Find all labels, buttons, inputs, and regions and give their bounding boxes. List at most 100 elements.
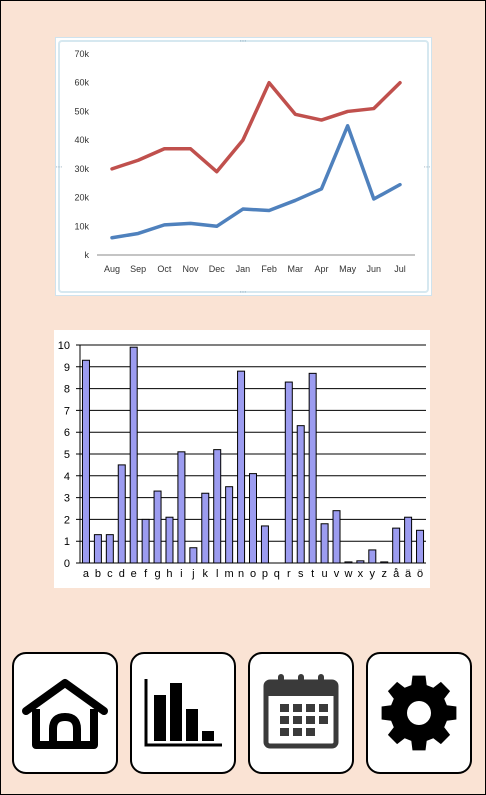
y-tick-label: 2	[64, 514, 70, 526]
y-tick-label: 3	[64, 493, 70, 505]
bar	[201, 492, 210, 564]
x-tick-label: Aug	[104, 264, 120, 274]
series-line-2	[110, 124, 402, 240]
home-icon	[22, 679, 108, 749]
bar	[237, 370, 246, 564]
x-tick-label: m	[225, 568, 234, 580]
x-tick-label: n	[238, 568, 244, 580]
chart-resize-handles: ∙∙∙ ∙∙∙ ∙∙∙ ∙∙∙	[56, 36, 431, 296]
resize-handle: ∙∙∙	[240, 287, 247, 295]
x-tick-label: o	[250, 568, 256, 580]
y-tick-label: 10	[58, 340, 70, 352]
x-tick-label: u	[322, 568, 328, 580]
x-tick-label: Apr	[314, 264, 328, 274]
y-tick-label: 0	[64, 558, 70, 570]
home-button[interactable]	[12, 652, 118, 774]
x-tick-label: Jul	[394, 264, 406, 274]
bar	[416, 529, 425, 564]
bar	[93, 534, 102, 564]
y-tick-label: 4	[64, 471, 70, 483]
bar	[213, 449, 222, 564]
settings-gear-icon	[381, 675, 457, 751]
y-tick-label: 20k	[74, 193, 89, 203]
y-tick-label: 70k	[74, 49, 89, 59]
bar	[81, 359, 90, 564]
y-tick-label: 40k	[74, 135, 89, 145]
x-tick-label: s	[298, 568, 304, 580]
statistics-button[interactable]	[130, 652, 236, 774]
x-tick-label: e	[131, 568, 137, 580]
x-tick-label: Sep	[130, 264, 146, 274]
y-tick-label: 5	[64, 449, 70, 461]
chart-selection-frame	[58, 40, 429, 293]
bar	[260, 525, 269, 564]
x-tick-label: Jun	[367, 264, 382, 274]
y-tick-label: 10k	[74, 221, 89, 231]
bar	[225, 486, 234, 564]
bar	[320, 523, 329, 564]
y-tick-label: 60k	[74, 78, 89, 88]
bar	[368, 549, 377, 564]
bar	[344, 561, 353, 564]
x-tick-label: b	[95, 568, 101, 580]
bar	[392, 527, 401, 564]
x-tick-label: Jan	[236, 264, 251, 274]
bar	[165, 516, 174, 564]
bar	[141, 518, 150, 564]
x-tick-label: c	[107, 568, 113, 580]
x-tick-label: d	[119, 568, 125, 580]
settings-button[interactable]	[366, 652, 472, 774]
y-tick-label: 8	[64, 384, 70, 396]
y-tick-label: 9	[64, 362, 70, 374]
x-tick-label: å	[393, 568, 400, 580]
x-tick-label: z	[381, 568, 387, 580]
x-tick-label: May	[339, 264, 357, 274]
bar	[249, 473, 257, 564]
calendar-button[interactable]	[248, 652, 354, 774]
resize-handle: ∙∙∙	[424, 162, 431, 171]
x-tick-label: Dec	[209, 264, 226, 274]
x-tick-label: l	[216, 568, 218, 580]
x-tick-label: ä	[405, 568, 412, 580]
resize-handle: ∙∙∙	[240, 38, 247, 45]
bar	[177, 451, 186, 564]
y-tick-label: 30k	[74, 164, 89, 174]
line-chart: ∙∙∙ ∙∙∙ ∙∙∙ ∙∙∙ k 10k 20k 30k 40k 50k 60k 70k Aug S…	[56, 36, 431, 296]
bar	[308, 372, 317, 564]
bar	[356, 560, 365, 564]
y-tick-label: 1	[64, 536, 70, 548]
y-tick-label: 7	[64, 405, 70, 417]
resize-handle: ∙∙∙	[56, 162, 62, 171]
x-tick-label: r	[287, 568, 291, 580]
x-tick-label: t	[311, 568, 314, 580]
x-tick-label: k	[203, 568, 209, 580]
x-tick-label: ö	[417, 568, 423, 580]
x-tick-label: x	[358, 568, 364, 580]
bar	[296, 425, 305, 564]
x-tick-label: Feb	[261, 264, 277, 274]
x-tick-label: j	[191, 568, 194, 580]
x-tick-label: v	[334, 568, 340, 580]
bar	[189, 547, 198, 564]
x-tick-label: i	[180, 568, 182, 580]
bar	[129, 346, 138, 564]
x-tick-label: Mar	[288, 264, 304, 274]
x-tick-label: h	[166, 568, 172, 580]
x-tick-label: a	[83, 568, 90, 580]
x-tick-label: p	[262, 568, 268, 580]
y-tick-label: 6	[64, 427, 70, 439]
x-tick-label: q	[274, 568, 280, 580]
gear-hole	[407, 701, 431, 725]
bar	[105, 534, 114, 564]
line-chart-card: ∙∙∙ ∙∙∙ ∙∙∙ ∙∙∙ k 10k 20k 30k 40k 50k 60k 70k Aug S…	[55, 36, 432, 296]
bar	[284, 381, 293, 564]
bar	[380, 561, 389, 564]
y-tick-label: 50k	[74, 106, 89, 116]
y-tick-label: k	[85, 250, 90, 260]
bar	[153, 490, 162, 564]
x-tick-label: g	[154, 568, 160, 580]
x-tick-label: w	[343, 568, 352, 580]
bar	[332, 510, 341, 564]
